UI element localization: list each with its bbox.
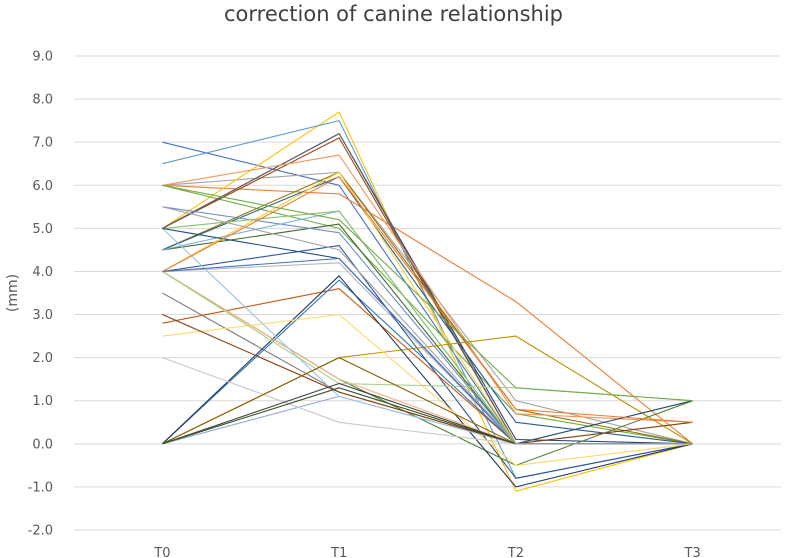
y-tick-label: 9.0 bbox=[32, 50, 53, 65]
y-tick-label: 1.0 bbox=[32, 394, 53, 409]
y-tick-label: -2.0 bbox=[28, 524, 53, 539]
chart-title: correction of canine relationship bbox=[223, 2, 563, 26]
y-tick-label: 3.0 bbox=[32, 308, 53, 323]
x-tick-label: T0 bbox=[153, 546, 170, 558]
series-line-18 bbox=[162, 210, 693, 445]
y-tick-label: 0.0 bbox=[32, 437, 53, 452]
series-line-29 bbox=[162, 313, 693, 466]
series-line-25 bbox=[162, 275, 693, 488]
series-line-9 bbox=[162, 133, 693, 445]
series-line-6 bbox=[162, 184, 693, 445]
series-line-2 bbox=[162, 184, 693, 445]
series-line-36 bbox=[162, 387, 693, 445]
series-line-33 bbox=[162, 313, 693, 445]
series-line-34 bbox=[162, 382, 693, 445]
y-tick-label: 4.0 bbox=[32, 265, 53, 280]
y-tick-label: 2.0 bbox=[32, 351, 53, 366]
x-tick-label: T2 bbox=[507, 546, 524, 558]
y-tick-label: 8.0 bbox=[32, 93, 53, 108]
series-line-12 bbox=[162, 223, 693, 445]
x-axis-ticks: T0 T1 T2 T3 bbox=[153, 546, 700, 558]
y-axis-ticks: -2.0 -1.0 0.0 1.0 2.0 3.0 4.0 5.0 6.0 7.0 8.0 9.0 bbox=[28, 50, 53, 539]
gridlines bbox=[74, 55, 781, 531]
y-tick-label: 6.0 bbox=[32, 179, 53, 194]
series-line-40 bbox=[162, 184, 693, 402]
series-lines bbox=[162, 111, 693, 492]
series-line-14 bbox=[162, 154, 693, 423]
x-tick-label: T1 bbox=[330, 546, 347, 558]
y-axis-label: (mm) bbox=[5, 274, 21, 312]
series-line-38 bbox=[162, 176, 693, 423]
x-tick-label: T3 bbox=[684, 546, 701, 558]
y-tick-label: 5.0 bbox=[32, 222, 53, 237]
series-line-10 bbox=[162, 171, 693, 445]
y-tick-label: -1.0 bbox=[28, 480, 53, 495]
y-tick-label: 7.0 bbox=[32, 136, 53, 151]
series-line-11 bbox=[162, 176, 693, 445]
series-line-39 bbox=[162, 206, 693, 445]
